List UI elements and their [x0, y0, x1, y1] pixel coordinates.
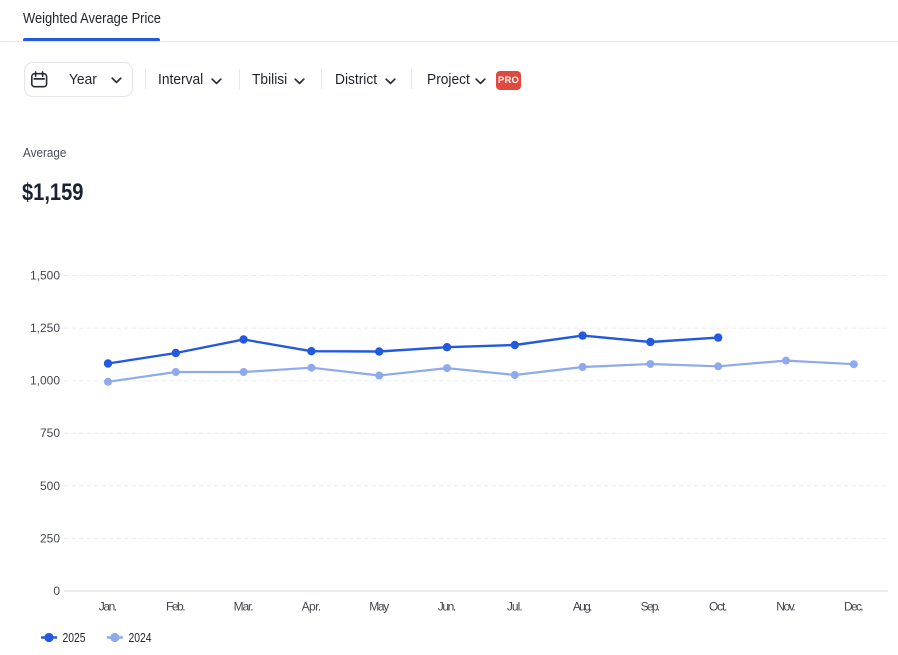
svg-text:500: 500: [40, 479, 60, 493]
svg-text:0: 0: [53, 584, 60, 598]
svg-text:2025: 2025: [63, 630, 86, 645]
svg-text:1,000: 1,000: [30, 374, 60, 388]
svg-text:Jun.: Jun.: [438, 600, 457, 614]
svg-text:750: 750: [40, 426, 60, 440]
svg-text:Oct.: Oct.: [709, 600, 728, 614]
svg-text:250: 250: [40, 531, 60, 545]
svg-text:Nov.: Nov.: [776, 600, 796, 614]
svg-text:May: May: [369, 600, 389, 614]
svg-text:Jul.: Jul.: [507, 600, 523, 614]
svg-text:Aug.: Aug.: [573, 600, 593, 614]
svg-text:Mar.: Mar.: [234, 600, 254, 614]
svg-text:Sep.: Sep.: [641, 600, 661, 614]
svg-text:Feb.: Feb.: [166, 600, 186, 614]
svg-text:2024: 2024: [129, 630, 152, 645]
svg-text:1,250: 1,250: [30, 321, 60, 335]
svg-text:Dec.: Dec.: [844, 600, 864, 614]
svg-text:1,500: 1,500: [30, 269, 60, 283]
svg-text:Jan.: Jan.: [99, 600, 118, 614]
svg-text:Apr.: Apr.: [302, 600, 322, 614]
